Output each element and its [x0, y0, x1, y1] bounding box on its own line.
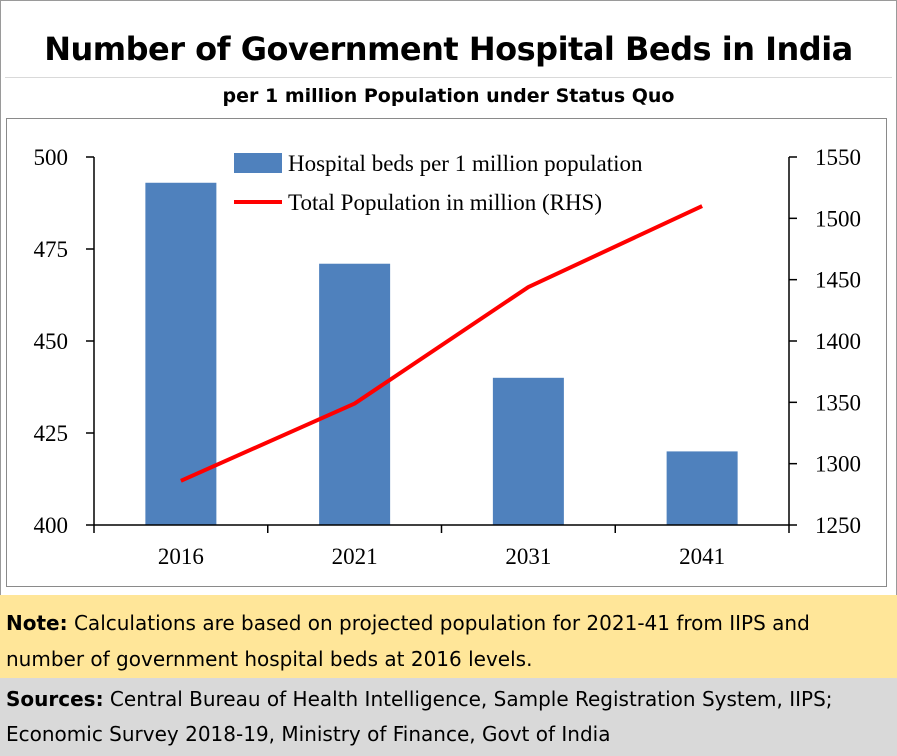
sources-label: Sources: — [6, 687, 104, 711]
note-panel: Note: Calculations are based on projecte… — [0, 595, 897, 678]
sources-panel: Sources: Central Bureau of Health Intell… — [0, 678, 897, 756]
left-tick-label-425: 425 — [34, 421, 69, 446]
right-tick-label-1250: 1250 — [815, 513, 861, 538]
bar-2041 — [666, 451, 738, 525]
chart-svg: 400 425 450 475 500 1250 1300 1350 1400 1450 1500 1… — [34, 145, 862, 569]
title-divider — [5, 77, 892, 78]
x-tick-label-2021: 2021 — [332, 544, 378, 569]
bar-2016 — [145, 182, 217, 525]
legend-swatch-bar — [234, 153, 282, 173]
right-tick-label-1500: 1500 — [815, 206, 861, 231]
x-tick-label-2031: 2031 — [505, 544, 551, 569]
note-text: Calculations are based on projected popu… — [6, 611, 810, 671]
legend-label-bar: Hospital beds per 1 million population — [288, 151, 643, 176]
right-tick-label-1450: 1450 — [815, 268, 861, 293]
right-tick-label-1350: 1350 — [815, 390, 861, 415]
x-tick-label-2016: 2016 — [158, 544, 204, 569]
note-label: Note: — [6, 611, 68, 635]
left-tick-label-400: 400 — [34, 513, 69, 538]
legend-label-line: Total Population in million (RHS) — [288, 190, 602, 215]
bar-2031 — [492, 377, 564, 525]
right-tick-label-1400: 1400 — [815, 329, 861, 354]
right-tick-label-1300: 1300 — [815, 452, 861, 477]
chart-subtitle: per 1 million Population under Status Qu… — [222, 85, 675, 107]
left-tick-label-450: 450 — [34, 329, 69, 354]
x-tick-label-2041: 2041 — [679, 544, 725, 569]
left-tick-label-500: 500 — [34, 145, 69, 170]
bar-2021 — [319, 263, 391, 525]
sources-text: Central Bureau of Health Intelligence, S… — [6, 687, 833, 746]
right-tick-label-1550: 1550 — [815, 145, 861, 170]
population-line — [180, 204, 703, 483]
left-tick-label-475: 475 — [34, 237, 69, 262]
chart-title: Number of Government Hospital Beds in In… — [44, 30, 853, 68]
